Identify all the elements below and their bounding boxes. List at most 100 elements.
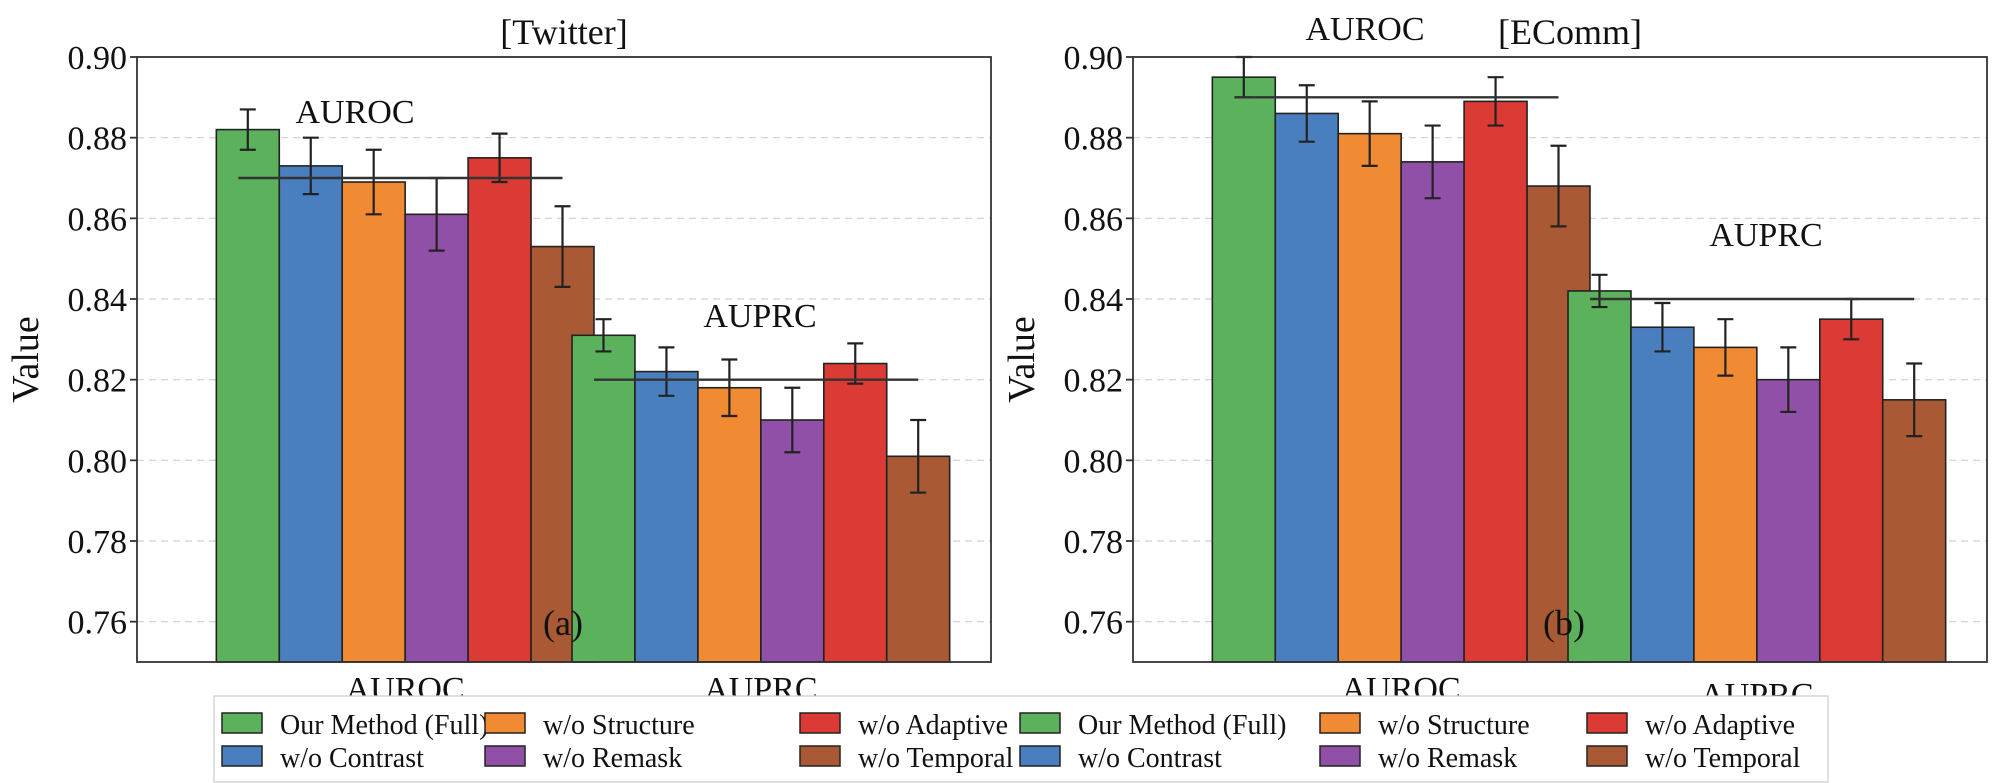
legend-label: Our Method (Full) <box>1078 710 1286 741</box>
legend-swatch <box>484 712 526 734</box>
legend-swatch <box>799 712 841 734</box>
bar <box>404 213 469 663</box>
legend-swatch <box>221 712 263 734</box>
error-bar <box>239 108 256 151</box>
group-annotation: AUPRC <box>1709 217 1822 254</box>
bar <box>1274 112 1340 663</box>
y-tick-label: 0.82 <box>1064 363 1124 400</box>
legend-box <box>213 695 1829 783</box>
legend-swatch <box>1586 745 1628 767</box>
legend-item: Our Method (Full) <box>221 710 488 741</box>
bar <box>822 362 888 663</box>
legend-label: w/o Temporal <box>858 743 1014 774</box>
legend-label: w/o Adaptive <box>1645 710 1795 741</box>
legend-label: w/o Temporal <box>1645 743 1801 774</box>
bar <box>1211 76 1277 663</box>
bar <box>1881 399 1947 663</box>
legend-item: w/o Contrast <box>1019 743 1222 774</box>
legend: Our Method (Full) w/o Structure w/o Adapti… <box>213 695 1829 783</box>
legend-item: w/o Adaptive <box>799 710 1008 741</box>
legend-item: w/o Temporal <box>799 743 1014 774</box>
error-bar <box>658 346 675 397</box>
y-tick-label: 0.78 <box>68 524 128 561</box>
error-bar <box>1550 144 1567 228</box>
bar <box>1337 132 1402 663</box>
legend-label: Our Method (Full) <box>280 710 488 741</box>
legend-label: w/o Structure <box>1378 710 1530 741</box>
legend-swatch <box>1319 712 1361 734</box>
legend-item: w/o Structure <box>484 710 695 741</box>
chart-panel-a: AUROCAUROCAUPRCAUPRC0.760.780.800.820.84… <box>5 12 992 708</box>
legend-item: w/o Adaptive <box>1586 710 1795 741</box>
bar <box>341 181 406 663</box>
error-bar <box>910 418 927 494</box>
legend-item: w/o Remask <box>1319 743 1517 774</box>
bar <box>760 419 825 663</box>
chart-title: [EComm] <box>1498 12 1642 52</box>
legend-label: w/o Structure <box>543 710 695 741</box>
y-axis-label: Value <box>5 316 47 403</box>
y-tick-label: 0.82 <box>68 363 128 400</box>
y-tick-label: 0.80 <box>68 443 128 480</box>
bar <box>634 370 699 663</box>
bar <box>1630 326 1695 663</box>
group-annotation: AUROC <box>295 94 414 131</box>
bar <box>1400 161 1465 663</box>
y-tick-label: 0.84 <box>68 282 128 319</box>
bar <box>1756 378 1821 663</box>
chart-panel-b: AUROCAUROCAUPRCAUPRC0.760.780.800.820.84… <box>1001 11 1988 714</box>
chart-title: [Twitter] <box>500 12 627 52</box>
legend-swatch <box>1019 745 1061 767</box>
bar <box>467 157 532 663</box>
bar <box>278 165 344 663</box>
legend-label: w/o Adaptive <box>858 710 1008 741</box>
error-bar <box>365 148 382 216</box>
legend-label: w/o Remask <box>1378 743 1517 774</box>
y-tick-label: 0.90 <box>1064 40 1124 77</box>
group-annotation: AUPRC <box>703 298 816 335</box>
legend-swatch <box>484 745 526 767</box>
panel-label: (b) <box>1543 603 1585 643</box>
legend-swatch <box>1019 712 1061 734</box>
legend-item: Our Method (Full) <box>1019 710 1286 741</box>
legend-label: w/o Contrast <box>280 743 424 774</box>
chart-panels: AUROC AUROC AUPRC AUPRC 0.76 0.78 0.80 0.82 0.84… <box>5 11 1988 714</box>
error-bar <box>491 132 508 184</box>
error-bar <box>1906 362 1923 438</box>
error-bar <box>302 136 319 196</box>
legend-swatch <box>1319 745 1361 767</box>
error-bar <box>721 358 738 418</box>
error-bar <box>1487 76 1504 127</box>
bar <box>215 128 281 663</box>
y-tick-label: 0.88 <box>68 121 128 158</box>
legend-swatch <box>221 745 263 767</box>
y-tick-label: 0.78 <box>1064 524 1124 561</box>
bar <box>1693 346 1758 663</box>
bar <box>1463 100 1528 663</box>
y-axis-label: Value <box>1001 316 1043 403</box>
legend-item: w/o Remask <box>484 743 682 774</box>
legend-item: w/o Contrast <box>221 743 424 774</box>
y-tick-label: 0.88 <box>1064 121 1124 158</box>
error-bar <box>1591 273 1608 309</box>
panel-label: (a) <box>543 603 583 643</box>
bar <box>1818 318 1884 663</box>
error-bar <box>595 318 612 353</box>
legend-swatch <box>799 745 841 767</box>
legend-item: w/o Structure <box>1319 710 1530 741</box>
legend-label: w/o Contrast <box>1078 743 1222 774</box>
error-bar <box>1717 318 1734 377</box>
legend-label: w/o Remask <box>543 743 682 774</box>
error-bar <box>1780 346 1797 414</box>
error-bar <box>1298 84 1315 143</box>
bar <box>697 386 762 663</box>
group-annotation: AUROC <box>1305 11 1424 48</box>
error-bar <box>847 342 864 385</box>
error-bar <box>784 386 801 454</box>
legend-item: w/o Temporal <box>1586 743 1801 774</box>
error-bar <box>1424 124 1441 200</box>
y-tick-label: 0.84 <box>1064 282 1124 319</box>
y-tick-label: 0.86 <box>68 201 128 238</box>
y-tick-label: 0.90 <box>68 40 128 77</box>
